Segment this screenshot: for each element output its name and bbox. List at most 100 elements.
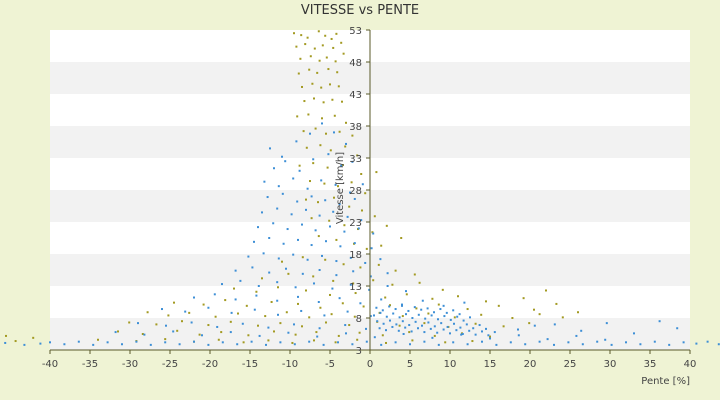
data-point	[297, 72, 300, 75]
data-point	[474, 333, 477, 336]
data-point	[332, 210, 335, 213]
data-point	[380, 343, 383, 346]
data-point	[417, 327, 419, 330]
data-point	[449, 318, 452, 321]
data-point	[333, 196, 335, 199]
data-point	[282, 242, 285, 245]
data-point	[480, 313, 483, 316]
data-point	[461, 333, 464, 335]
data-point	[316, 335, 319, 338]
data-point	[437, 303, 440, 306]
data-point	[269, 147, 271, 150]
data-point	[128, 321, 131, 324]
data-point	[345, 142, 347, 145]
data-point	[495, 343, 498, 346]
data-point	[317, 235, 320, 238]
data-point	[258, 334, 261, 337]
data-point	[668, 343, 671, 346]
data-point	[357, 227, 360, 230]
data-point	[236, 343, 239, 346]
data-point	[305, 208, 307, 211]
data-point	[321, 254, 323, 257]
data-point	[295, 140, 298, 143]
data-point	[453, 322, 455, 325]
data-point	[313, 339, 315, 342]
data-point	[442, 304, 445, 307]
data-point	[381, 334, 384, 337]
data-point	[250, 340, 253, 343]
data-point	[423, 331, 426, 334]
data-point	[277, 185, 280, 188]
data-point	[272, 222, 275, 225]
data-point	[394, 308, 397, 311]
x-tick-label: -15	[242, 359, 258, 370]
data-point	[445, 311, 448, 314]
x-tick-label: 40	[684, 359, 697, 370]
data-point	[441, 288, 444, 291]
data-point	[273, 330, 275, 333]
y-tick-label: 13	[349, 282, 362, 293]
data-point	[310, 195, 313, 198]
data-point	[149, 343, 152, 346]
data-point	[580, 329, 583, 332]
data-point	[307, 113, 310, 116]
data-point	[545, 289, 547, 292]
data-point	[23, 343, 26, 346]
data-point	[264, 315, 267, 318]
data-point	[466, 308, 469, 311]
data-point	[365, 247, 368, 250]
data-point	[695, 342, 698, 345]
data-point	[308, 68, 311, 71]
data-point	[430, 314, 433, 317]
data-point	[354, 292, 357, 295]
data-point	[233, 287, 235, 290]
data-point	[433, 311, 435, 314]
data-point	[538, 340, 541, 343]
data-point	[277, 313, 279, 316]
data-point	[446, 325, 449, 328]
data-point	[400, 237, 403, 239]
data-point	[292, 177, 295, 180]
data-point	[294, 333, 297, 336]
data-point	[596, 340, 599, 343]
data-point	[462, 319, 465, 322]
data-point	[625, 341, 627, 344]
data-points	[4, 30, 720, 346]
x-tick-label: 35	[644, 359, 657, 370]
data-point	[411, 339, 414, 342]
data-point	[605, 322, 608, 325]
data-point	[439, 308, 442, 311]
data-point	[397, 329, 400, 332]
data-point	[353, 242, 356, 245]
data-point	[323, 182, 326, 185]
data-point	[342, 263, 345, 266]
data-point	[298, 164, 301, 167]
data-point	[405, 293, 408, 296]
data-point	[268, 237, 271, 239]
data-point	[386, 272, 389, 275]
data-point	[312, 162, 315, 165]
data-point	[267, 339, 270, 342]
y-tick-label: 8	[356, 314, 362, 325]
data-point	[522, 297, 525, 300]
data-point	[135, 340, 138, 343]
y-tick-label: 53	[349, 26, 362, 37]
data-point	[302, 130, 305, 133]
data-point	[301, 256, 304, 259]
data-point	[303, 100, 306, 103]
data-point	[497, 304, 500, 307]
data-point	[353, 197, 356, 200]
data-point	[336, 71, 339, 74]
data-point	[295, 45, 298, 48]
data-point	[333, 131, 335, 134]
data-point	[309, 132, 311, 135]
data-point	[329, 83, 331, 86]
data-point	[321, 122, 323, 125]
data-point	[327, 68, 330, 71]
data-point	[279, 322, 282, 325]
data-point	[343, 230, 346, 233]
data-point	[381, 309, 384, 312]
data-point	[316, 71, 319, 74]
data-point	[318, 269, 321, 271]
data-point	[284, 160, 287, 163]
